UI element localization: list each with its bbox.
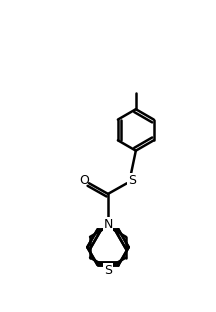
- Text: S: S: [128, 174, 136, 187]
- Text: N: N: [103, 217, 113, 231]
- Text: S: S: [104, 264, 112, 277]
- Text: O: O: [79, 174, 89, 188]
